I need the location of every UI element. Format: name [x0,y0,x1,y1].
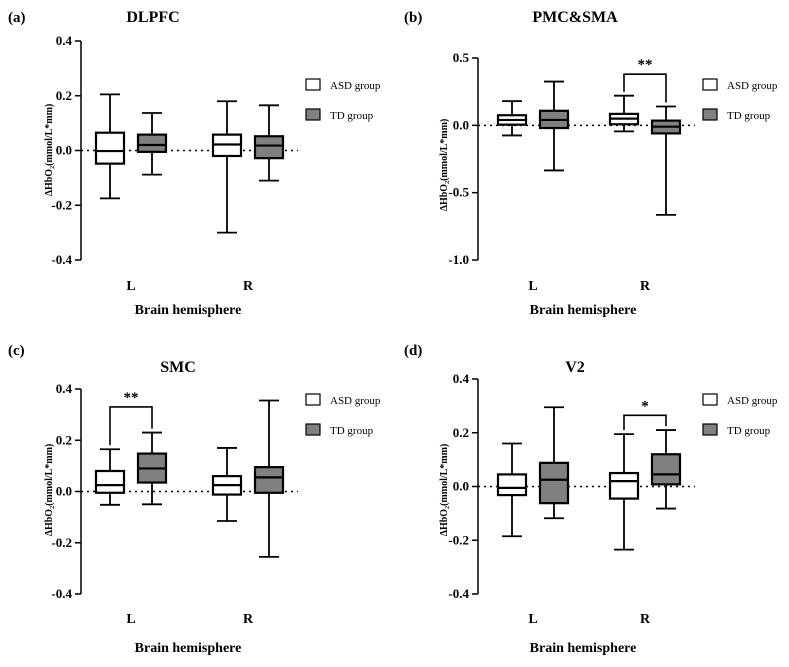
panel-label: (b) [404,10,422,26]
y-axis-title: ΔHbO₂(mmol/L*mm) [439,119,450,212]
significance-marker: ** [124,390,139,406]
y-tick-label: -0.4 [51,586,72,601]
legend-swatch [702,393,718,406]
y-tick-label: 0.0 [56,484,72,499]
y-tick-label: -0.5 [448,185,469,200]
x-tick-label: L [528,612,537,627]
box-td-group-L [538,406,570,520]
y-tick-label: 0.2 [453,425,469,440]
y-axis-title: ΔHbO₂(mmol/L*mm) [44,444,55,537]
y-tick-label: 0.0 [453,479,469,494]
x-tick-label: L [528,279,537,294]
x-tick-label: R [243,279,254,294]
box-td-group-R [650,429,682,510]
box-asd-group-L [496,100,528,137]
box-asd-group-R [211,100,243,234]
panel-a: (a) DLPFC -0.4 -0.2 0.0 0.2 0.4 ΔHbO₂(mmol/L*mm… [8,9,381,318]
x-tick-label: L [126,279,135,294]
panel-b: (b) PMC&SMA -1.0 -0.5 0.0 0.5 ΔHbO₂(mmol/L*mm)… [404,9,778,318]
y-tick-label: -0.2 [51,535,72,550]
chart-title: V2 [565,359,585,376]
y-tick-label: 0.4 [56,381,73,396]
legend-swatch [305,423,321,436]
x-tick-label: R [243,612,254,627]
significance-bracket: * [623,398,667,431]
box-asd-group-L [496,442,528,538]
legend-label: ASD group [727,395,778,407]
significance-marker: * [641,398,649,414]
y-axis-title: ΔHbO₂(mmol/L*mm) [439,444,450,537]
box-td-group-L [136,112,168,176]
significance-bracket: ** [109,390,153,446]
box-td-group-L [136,431,168,506]
x-tick-label: L [126,612,135,627]
y-tick-label: 0.5 [453,50,470,65]
x-axis-title: Brain hemisphere [135,303,242,318]
legend-label: TD group [727,110,771,122]
box-iqr [136,133,168,153]
panel-label: (c) [8,343,25,359]
box-td-group-R [650,105,682,216]
box-td-group-R [253,104,285,182]
chart-title: DLPFC [126,9,179,26]
y-tick-label: 0.2 [56,432,72,447]
panel-c: (c) SMC -0.4 -0.2 0.0 0.2 0.4 ΔHbO₂(mmol/L*mm) L… [8,343,381,656]
box-asd-group-L [94,448,126,506]
y-tick-label: 0.4 [453,371,470,386]
box-iqr [650,453,682,486]
legend-swatch [702,78,718,91]
box-asd-group-L [94,93,126,200]
y-tick-label: -0.2 [448,532,469,547]
bracket-line [623,414,667,431]
box-asd-group-R [211,447,243,522]
box-iqr [253,135,285,160]
y-tick-label: 0.2 [56,88,72,103]
chart-title: SMC [160,359,196,376]
legend-label: TD group [330,110,374,122]
y-tick-label: 0.0 [453,117,469,132]
y-tick-label: 0.4 [56,33,73,48]
bracket-line [109,406,153,446]
legend-swatch [702,423,718,436]
box-iqr [253,466,285,494]
box-iqr [608,471,640,500]
legend-swatch [305,393,321,406]
significance-marker: ** [638,57,653,73]
box-td-group-L [538,80,570,172]
legend-label: ASD group [330,80,381,92]
legend-label: TD group [330,425,374,437]
x-axis-title: Brain hemisphere [530,303,637,318]
y-tick-label: 0.0 [56,143,72,158]
x-axis-title: Brain hemisphere [530,641,637,656]
box-iqr [94,131,126,165]
panel-label: (d) [404,343,422,359]
box-iqr [496,473,528,497]
legend-swatch [305,78,321,91]
y-tick-label: -0.2 [51,197,72,212]
chart-title: PMC&SMA [532,9,618,26]
y-tick-label: -1.0 [448,252,469,267]
y-tick-label: -0.4 [448,586,469,601]
box-iqr [538,461,570,505]
x-tick-label: R [640,279,651,294]
bracket-line [623,73,667,103]
x-tick-label: R [640,612,651,627]
panel-d: (d) V2 -0.4 -0.2 0.0 0.2 0.4 ΔHbO₂(mmol/L*mm) L R… [404,343,778,656]
legend-label: TD group [727,425,771,437]
box-iqr [94,469,126,494]
x-axis-title: Brain hemisphere [135,641,242,656]
box-asd-group-R [608,94,640,133]
legend-label: ASD group [330,395,381,407]
legend-swatch [702,108,718,121]
significance-bracket: ** [623,57,667,103]
legend-swatch [305,108,321,121]
legend-label: ASD group [727,80,778,92]
y-tick-label: -0.4 [51,252,72,267]
box-asd-group-R [608,433,640,551]
y-axis-title: ΔHbO₂(mmol/L*mm) [44,104,55,197]
box-td-group-R [253,399,285,558]
panel-label: (a) [8,10,26,26]
